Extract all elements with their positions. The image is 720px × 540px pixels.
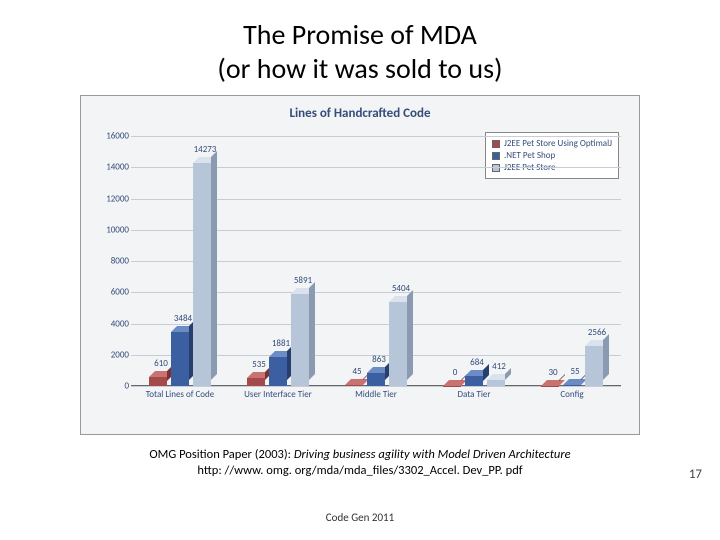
bar [487,380,505,386]
bar [465,376,483,387]
bar-value-label: 0 [453,367,458,378]
bar-value-label: 610 [154,358,168,369]
bar-value-label: 55 [570,366,579,377]
bar-value-label: 5891 [294,275,312,286]
page-number: 17 [689,467,702,482]
bar [149,377,167,387]
bar [541,386,559,387]
bar [367,373,385,386]
y-tick-label: 8000 [111,256,129,267]
bar-value-label: 30 [548,367,557,378]
bar [171,332,189,386]
gridline [131,136,621,137]
bar-value-label: 863 [372,354,386,365]
x-tick-label: Total Lines of Code [140,390,220,400]
bar-value-label: 535 [252,359,266,370]
lines-of-code-chart: Lines of Handcrafted Code J2EE Pet Store… [80,95,640,435]
y-tick-label: 2000 [111,349,129,360]
bar-value-label: 412 [492,361,506,372]
x-tick-label: Middle Tier [336,390,416,400]
bar-value-label: 1881 [272,338,290,349]
bar [443,386,461,387]
bar-value-label: 684 [470,357,484,368]
bar [585,346,603,386]
bar [563,385,581,386]
y-tick-label: 0 [124,381,129,392]
citation: OMG Position Paper (2003): Driving busin… [30,447,690,480]
title-line2: (or how it was sold to us) [217,51,502,86]
y-axis-labels: 0200040006000800010000120001400016000 [91,136,129,386]
citation-title: Driving business agility with Model Driv… [294,447,571,462]
plot-area: 610 3484 14273 535 1881 5891 45 863 5404 0 684 412 3… [131,136,621,386]
y-tick-label: 4000 [111,318,129,329]
citation-prefix: OMG Position Paper (2003): [149,447,293,462]
bar [291,294,309,386]
bar [193,163,211,386]
slide-title: The Promise of MDA (or how it was sold t… [30,18,690,85]
citation-url: http: //www. omg. org/mda/mda_files/3302… [197,463,522,478]
x-tick-label: User Interface Tier [238,390,318,400]
y-tick-label: 12000 [106,193,129,204]
bar-value-label: 2566 [588,327,606,338]
title-line1: The Promise of MDA [243,17,477,52]
footer: Code Gen 2011 [0,511,720,524]
bar [345,385,363,386]
bar-value-label: 5404 [392,283,410,294]
bar-value-label: 14273 [194,144,217,155]
x-axis-labels: Total Lines of Code User Interface Tier Mi… [131,390,621,430]
x-tick-label: Config [532,390,612,400]
bar-value-label: 3484 [174,313,192,324]
y-tick-label: 10000 [106,224,129,235]
bar [269,357,287,386]
x-tick-label: Data Tier [434,390,514,400]
y-tick-label: 16000 [106,131,129,142]
bar-value-label: 45 [352,366,361,377]
gridline [131,386,621,387]
bar [389,302,407,386]
chart-title: Lines of Handcrafted Code [81,106,639,121]
y-tick-label: 14000 [106,162,129,173]
y-tick-label: 6000 [111,287,129,298]
bar [247,378,265,386]
